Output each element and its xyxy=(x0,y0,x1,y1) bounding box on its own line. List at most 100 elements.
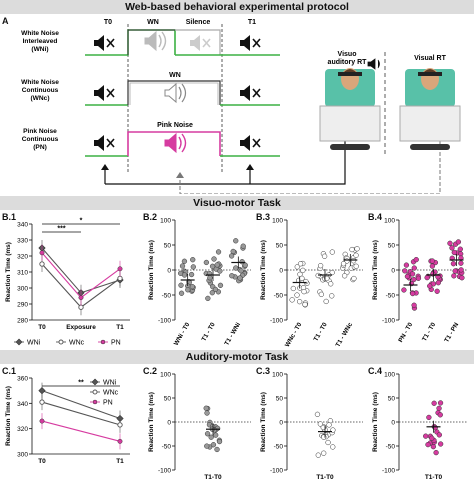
data-point xyxy=(237,275,243,281)
panel-label-c1: C.1 xyxy=(2,366,17,376)
y-tick-label: 100 xyxy=(160,218,171,225)
y-tick-label: 280 xyxy=(17,318,28,325)
data-point xyxy=(340,261,347,267)
speaker-sound-icon-outline xyxy=(164,82,187,104)
y-axis-label: Reaction Time (ms) xyxy=(260,392,267,452)
data-point xyxy=(39,250,45,256)
data-point xyxy=(58,339,64,345)
panel-label-b3: B.3 xyxy=(256,212,271,222)
data-point xyxy=(178,290,185,296)
y-tick-label: 0 xyxy=(167,268,171,275)
y-axis-label: Reaction Time (ms) xyxy=(372,240,379,300)
data-point xyxy=(459,275,465,281)
data-point xyxy=(458,267,464,273)
row-label-wnc-2: Continuous xyxy=(22,87,59,94)
data-point xyxy=(413,256,419,263)
data-point xyxy=(434,288,440,294)
label-t0: T0 xyxy=(104,19,112,26)
data-point xyxy=(452,268,458,274)
chart-c1: 300 320 340 360 Reaction Time (ms) T0 T1 ** WNi W… xyxy=(5,376,130,465)
data-point xyxy=(401,287,407,293)
data-point xyxy=(458,260,464,266)
data-point xyxy=(296,298,303,305)
y-axis-label: Reaction Time (ms) xyxy=(260,240,267,300)
y-tick-label: -100 xyxy=(382,468,395,475)
x-tick-label: WNi - T0 xyxy=(173,321,192,347)
data-point xyxy=(238,268,244,274)
data-point xyxy=(321,450,327,456)
y-tick-label: 360 xyxy=(17,376,28,383)
label-visuo-auditory-2: auditory RT xyxy=(328,59,368,66)
muted-speaker-icon xyxy=(94,85,115,101)
data-point xyxy=(423,433,429,439)
data-point xyxy=(426,414,432,421)
label-wn: WN xyxy=(147,19,159,26)
data-point xyxy=(203,259,210,266)
x-tick-label: T1 - T0 xyxy=(313,321,329,343)
protocol-schematic: White Noise Interleaved (WNi) White Nois… xyxy=(21,19,461,194)
data-point xyxy=(179,263,186,269)
data-point xyxy=(351,275,357,282)
data-point xyxy=(290,285,296,292)
x-tick-label: T1-T0 xyxy=(425,474,443,481)
x-tick-label: T1-T0 xyxy=(204,474,222,481)
data-point xyxy=(451,273,457,279)
row-label-pn-1: Pink Noise xyxy=(23,128,57,135)
data-point xyxy=(318,291,325,298)
x-tick-label: T1 xyxy=(116,458,124,465)
y-tick-label: 320 xyxy=(17,254,28,261)
data-point xyxy=(323,298,329,305)
data-point xyxy=(215,249,222,255)
data-point xyxy=(117,266,123,272)
data-point xyxy=(429,258,436,264)
data-point xyxy=(403,262,410,268)
x-tick-label: T1-T0 xyxy=(316,474,334,481)
y-tick-label: 290 xyxy=(17,302,28,309)
y-tick-label: 0 xyxy=(279,268,283,275)
data-point xyxy=(415,275,422,281)
label-t1: T1 xyxy=(248,19,256,26)
y-tick-label: 50 xyxy=(388,243,396,250)
legend-label: WNi xyxy=(103,380,117,387)
y-tick-label: 50 xyxy=(276,396,284,403)
data-point xyxy=(320,424,326,431)
data-point xyxy=(100,339,106,345)
x-tick-label: T1 - WNc xyxy=(335,321,355,348)
panel-label-c3: C.3 xyxy=(256,366,271,376)
data-point xyxy=(203,405,209,411)
data-point xyxy=(299,275,305,282)
chart-b1: 280 290 300 310 320 330 340 Reaction Time (ms) T… xyxy=(5,218,130,347)
data-point xyxy=(212,286,219,293)
y-tick-label: -100 xyxy=(382,318,395,325)
data-point xyxy=(233,238,239,244)
data-point xyxy=(181,258,188,264)
data-point xyxy=(324,275,330,282)
y-tick-label: -50 xyxy=(162,444,172,451)
data-point xyxy=(91,378,99,386)
y-tick-label: 0 xyxy=(279,420,283,427)
data-point xyxy=(240,243,246,249)
y-tick-label: 100 xyxy=(160,372,171,379)
y-axis-label: Reaction Time (ms) xyxy=(148,240,155,300)
x-tick-label: Exposure xyxy=(66,324,96,331)
data-point xyxy=(39,418,45,424)
y-tick-label: 0 xyxy=(391,268,395,275)
y-tick-label: -50 xyxy=(386,444,396,451)
y-tick-label: 50 xyxy=(388,396,396,403)
data-point xyxy=(78,295,84,301)
data-point xyxy=(447,240,453,246)
data-point xyxy=(117,422,123,428)
series-line xyxy=(41,390,121,420)
data-point xyxy=(294,264,300,270)
data-point xyxy=(325,439,331,446)
legend-label: WNc xyxy=(103,390,119,397)
data-point xyxy=(436,405,442,412)
data-point xyxy=(204,410,210,416)
chart-b4: -100 -50 0 50 100 Reaction Time (ms) PN - T0 T1… xyxy=(372,218,468,344)
y-axis-label: Reaction Time (ms) xyxy=(372,392,379,452)
y-tick-label: 340 xyxy=(17,401,28,408)
data-point xyxy=(317,421,324,427)
y-tick-label: -100 xyxy=(270,318,283,325)
data-point xyxy=(209,290,215,296)
data-point xyxy=(425,441,431,448)
